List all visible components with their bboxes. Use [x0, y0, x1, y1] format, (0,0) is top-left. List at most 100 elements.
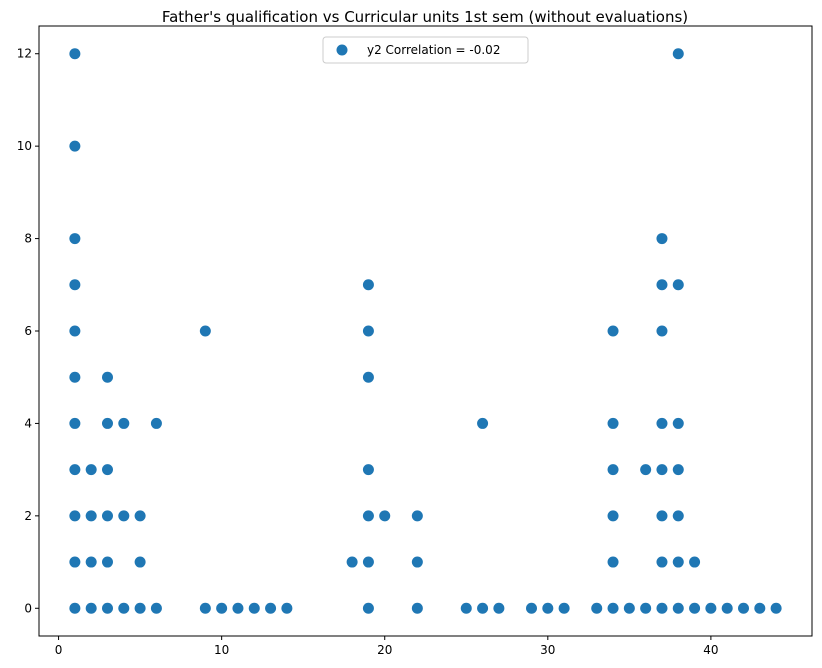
y-tick-label: 0 — [24, 601, 32, 615]
scatter-point — [656, 233, 668, 245]
scatter-point — [460, 602, 472, 614]
scatter-point — [411, 602, 423, 614]
scatter-point — [477, 417, 489, 429]
scatter-point — [69, 233, 81, 245]
scatter-point — [362, 556, 374, 568]
scatter-point — [656, 602, 668, 614]
scatter-point — [672, 510, 684, 522]
data-points — [69, 48, 782, 614]
scatter-point — [69, 556, 81, 568]
scatter-point — [69, 371, 81, 383]
y-tick-label: 6 — [24, 324, 32, 338]
scatter-point — [101, 602, 113, 614]
scatter-point — [672, 556, 684, 568]
scatter-point — [672, 464, 684, 476]
scatter-point — [69, 464, 81, 476]
scatter-point — [69, 510, 81, 522]
y-tick-label: 4 — [24, 416, 32, 430]
x-tick-label: 40 — [703, 643, 718, 657]
scatter-point — [232, 602, 244, 614]
scatter-point — [85, 510, 97, 522]
scatter-point — [69, 279, 81, 291]
scatter-point — [85, 464, 97, 476]
scatter-point — [69, 325, 81, 337]
scatter-point — [558, 602, 570, 614]
scatter-point — [362, 325, 374, 337]
y-tick-label: 8 — [24, 232, 32, 246]
scatter-point — [640, 602, 652, 614]
scatter-point — [346, 556, 358, 568]
scatter-point — [101, 417, 113, 429]
scatter-point — [265, 602, 277, 614]
scatter-point — [672, 48, 684, 60]
scatter-point — [118, 602, 130, 614]
scatter-point — [69, 140, 81, 152]
scatter-point — [672, 279, 684, 291]
scatter-point — [656, 279, 668, 291]
scatter-point — [150, 417, 162, 429]
scatter-point — [281, 602, 293, 614]
scatter-point — [134, 556, 146, 568]
scatter-point — [689, 602, 701, 614]
scatter-point — [69, 417, 81, 429]
scatter-point — [607, 417, 619, 429]
scatter-point — [721, 602, 733, 614]
scatter-point — [411, 510, 423, 522]
scatter-point — [362, 371, 374, 383]
scatter-point — [656, 556, 668, 568]
scatter-point — [362, 510, 374, 522]
scatter-point — [591, 602, 603, 614]
scatter-point — [101, 464, 113, 476]
scatter-point — [150, 602, 162, 614]
scatter-point — [656, 510, 668, 522]
scatter-point — [607, 510, 619, 522]
scatter-point — [493, 602, 505, 614]
x-tick-label: 30 — [540, 643, 555, 657]
scatter-point — [69, 48, 81, 60]
x-tick-label: 0 — [55, 643, 63, 657]
scatter-point — [672, 602, 684, 614]
scatter-point — [134, 602, 146, 614]
legend: y2 Correlation = -0.02 — [322, 36, 529, 64]
scatter-point — [640, 464, 652, 476]
scatter-point — [362, 602, 374, 614]
scatter-point — [362, 464, 374, 476]
scatter-point — [542, 602, 554, 614]
x-tick-label: 20 — [377, 643, 392, 657]
scatter-point — [754, 602, 766, 614]
legend-label: y2 Correlation = -0.02 — [367, 43, 500, 57]
x-tick-label: 10 — [214, 643, 229, 657]
y-tick-label: 2 — [24, 509, 32, 523]
scatter-point — [379, 510, 391, 522]
scatter-point — [770, 602, 782, 614]
scatter-point — [656, 325, 668, 337]
scatter-point — [607, 464, 619, 476]
chart-title: Father's qualification vs Curricular uni… — [162, 8, 688, 26]
legend-box — [322, 36, 529, 64]
scatter-point — [69, 602, 81, 614]
scatter-point — [199, 325, 211, 337]
plot-frame — [38, 25, 813, 637]
scatter-point — [118, 417, 130, 429]
scatter-point — [607, 325, 619, 337]
scatter-point — [118, 510, 130, 522]
y-tick-label: 12 — [17, 47, 32, 61]
y-axis: 0 2 4 6 8 10 12 — [17, 47, 39, 615]
legend-marker — [336, 44, 348, 56]
scatter-point — [526, 602, 538, 614]
scatter-point — [607, 556, 619, 568]
scatter-point — [101, 371, 113, 383]
x-axis: 0 10 20 30 40 — [55, 636, 719, 657]
scatter-point — [199, 602, 211, 614]
scatter-point — [216, 602, 228, 614]
scatter-point — [101, 556, 113, 568]
scatter-point — [623, 602, 635, 614]
scatter-point — [656, 417, 668, 429]
scatter-point — [101, 510, 113, 522]
scatter-point — [85, 556, 97, 568]
scatter-point — [607, 602, 619, 614]
scatter-point — [134, 510, 146, 522]
y-tick-label: 10 — [17, 139, 32, 153]
scatter-point — [656, 464, 668, 476]
